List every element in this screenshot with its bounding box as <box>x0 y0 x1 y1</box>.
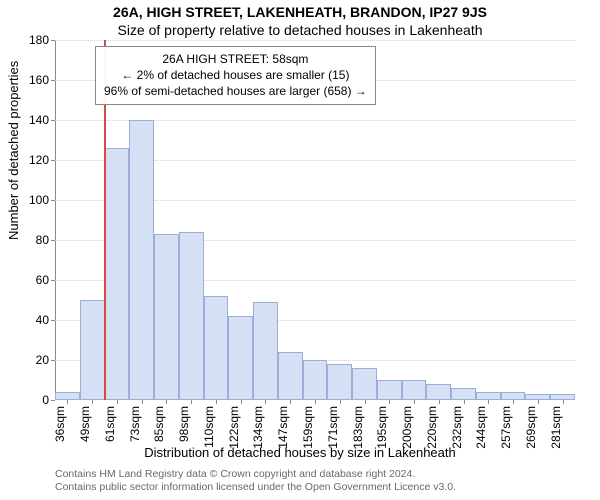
x-tick-label: 281sqm <box>549 406 563 449</box>
histogram-bar <box>426 384 451 400</box>
histogram-bar <box>451 388 476 400</box>
y-tick-label: 60 <box>36 273 49 287</box>
annotation-line-2: ← 2% of detached houses are smaller (15) <box>104 67 367 83</box>
x-tick-label: 122sqm <box>227 406 241 449</box>
histogram-bar <box>80 300 105 400</box>
x-tick-mark <box>488 400 489 404</box>
chart-title-sub: Size of property relative to detached ho… <box>0 22 600 38</box>
x-tick-label: 73sqm <box>128 406 142 442</box>
histogram-bar <box>352 368 377 400</box>
x-tick-label: 134sqm <box>251 406 265 449</box>
histogram-bar <box>204 296 229 400</box>
x-tick-mark <box>191 400 192 404</box>
x-tick-mark <box>92 400 93 404</box>
histogram-bar <box>278 352 303 400</box>
x-tick-mark <box>216 400 217 404</box>
x-tick-label: 183sqm <box>351 406 365 449</box>
histogram-bar <box>154 234 179 400</box>
x-tick-label: 195sqm <box>375 406 389 449</box>
histogram-bar <box>253 302 278 400</box>
y-tick-label: 140 <box>29 113 49 127</box>
x-tick-mark <box>439 400 440 404</box>
histogram-bar <box>377 380 402 400</box>
x-tick-label: 147sqm <box>276 406 290 449</box>
y-tick-label: 0 <box>42 393 49 407</box>
credits-text: Contains HM Land Registry data © Crown c… <box>55 468 456 494</box>
histogram-bar <box>476 392 501 400</box>
x-tick-mark <box>117 400 118 404</box>
x-tick-mark <box>389 400 390 404</box>
x-tick-mark <box>464 400 465 404</box>
x-tick-label: 269sqm <box>524 406 538 449</box>
histogram-bar <box>105 148 130 400</box>
x-tick-mark <box>538 400 539 404</box>
x-tick-label: 36sqm <box>53 406 67 442</box>
x-tick-mark <box>315 400 316 404</box>
x-tick-label: 232sqm <box>450 406 464 449</box>
x-tick-mark <box>340 400 341 404</box>
x-tick-label: 61sqm <box>103 406 117 442</box>
annotation-box: 26A HIGH STREET: 58sqm← 2% of detached h… <box>95 46 376 105</box>
x-tick-mark <box>414 400 415 404</box>
histogram-bar <box>55 392 80 400</box>
histogram-plot-area: 02040608010012014016018036sqm49sqm61sqm7… <box>55 40 575 400</box>
y-tick-mark <box>51 400 55 401</box>
x-tick-label: 85sqm <box>152 406 166 442</box>
histogram-bar <box>179 232 204 400</box>
histogram-bar <box>129 120 154 400</box>
x-tick-label: 257sqm <box>499 406 513 449</box>
x-tick-label: 98sqm <box>177 406 191 442</box>
y-tick-label: 20 <box>36 353 49 367</box>
credits-line-2: Contains public sector information licen… <box>55 481 456 494</box>
x-tick-mark <box>365 400 366 404</box>
histogram-bar <box>501 392 526 400</box>
x-tick-label: 244sqm <box>474 406 488 449</box>
x-tick-mark <box>241 400 242 404</box>
histogram-bar <box>228 316 253 400</box>
x-tick-mark <box>290 400 291 404</box>
y-tick-label: 160 <box>29 73 49 87</box>
x-tick-mark <box>563 400 564 404</box>
x-tick-label: 200sqm <box>400 406 414 449</box>
x-tick-label: 159sqm <box>301 406 315 449</box>
y-tick-label: 120 <box>29 153 49 167</box>
x-tick-label: 171sqm <box>326 406 340 449</box>
credits-line-1: Contains HM Land Registry data © Crown c… <box>55 468 456 481</box>
x-axis-label: Distribution of detached houses by size … <box>0 445 600 460</box>
histogram-bar <box>327 364 352 400</box>
x-tick-label: 110sqm <box>202 406 216 448</box>
y-tick-label: 180 <box>29 33 49 47</box>
x-tick-label: 49sqm <box>78 406 92 442</box>
y-axis-label: Number of detached properties <box>6 61 21 240</box>
x-tick-mark <box>142 400 143 404</box>
annotation-line-1: 26A HIGH STREET: 58sqm <box>104 51 367 67</box>
y-tick-label: 40 <box>36 313 49 327</box>
y-axis-line <box>55 40 56 400</box>
x-tick-mark <box>265 400 266 404</box>
histogram-bar <box>303 360 328 400</box>
x-tick-mark <box>67 400 68 404</box>
y-gridline <box>55 40 575 41</box>
histogram-bar <box>402 380 427 400</box>
chart-title-main: 26A, HIGH STREET, LAKENHEATH, BRANDON, I… <box>0 4 600 20</box>
annotation-line-3: 96% of semi-detached houses are larger (… <box>104 83 367 99</box>
y-tick-label: 80 <box>36 233 49 247</box>
x-tick-mark <box>513 400 514 404</box>
x-tick-label: 220sqm <box>425 406 439 449</box>
y-tick-label: 100 <box>29 193 49 207</box>
x-tick-mark <box>166 400 167 404</box>
